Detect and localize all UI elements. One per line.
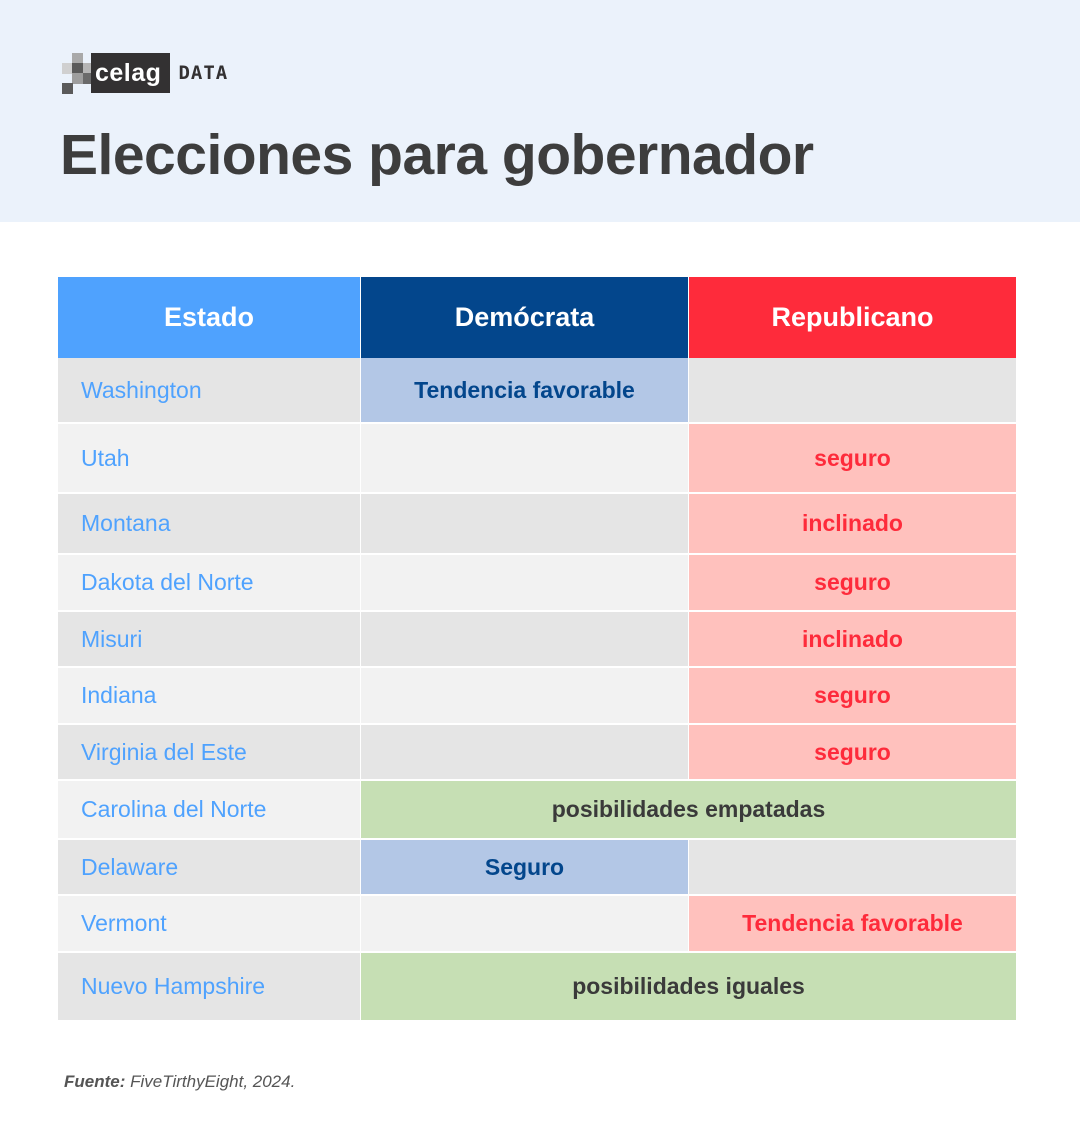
democrat-rating: Tendencia favorable bbox=[361, 358, 688, 422]
republican-empty bbox=[689, 840, 1016, 894]
table-header-row: Estado Demócrata Republicano bbox=[58, 277, 1016, 358]
header-democrata: Demócrata bbox=[361, 277, 688, 358]
table-row: Indiana seguro bbox=[58, 668, 1016, 723]
celag-data-logo: celag DATA bbox=[62, 53, 229, 94]
state-name: Dakota del Norte bbox=[58, 555, 360, 610]
source-label: Fuente: bbox=[64, 1072, 126, 1091]
republican-rating: seguro bbox=[689, 555, 1016, 610]
source-text: FiveTirthyEight, 2024. bbox=[125, 1072, 296, 1091]
republican-empty bbox=[689, 358, 1016, 422]
pixel-squares-icon bbox=[62, 53, 102, 94]
state-name: Washington bbox=[58, 358, 360, 422]
republican-rating: seguro bbox=[689, 725, 1016, 779]
democrat-empty bbox=[361, 668, 688, 723]
table-row: Montana inclinado bbox=[58, 494, 1016, 553]
state-name: Nuevo Hampshire bbox=[58, 953, 360, 1020]
table-row: Virginia del Este seguro bbox=[58, 725, 1016, 779]
table-body: Washington Tendencia favorable Utah seguro M… bbox=[58, 358, 1016, 1020]
tie-rating: posibilidades iguales bbox=[361, 953, 1016, 1020]
table-row: Delaware Seguro bbox=[58, 840, 1016, 894]
table-row: Vermont Tendencia favorable bbox=[58, 896, 1016, 951]
state-name: Utah bbox=[58, 424, 360, 492]
header-republicano: Republicano bbox=[689, 277, 1016, 358]
table-row: Misuri inclinado bbox=[58, 612, 1016, 666]
table-row: Utah seguro bbox=[58, 424, 1016, 492]
logo-wordmark: celag bbox=[91, 53, 171, 93]
table-row: Carolina del Norte posibilidades empatada… bbox=[58, 781, 1016, 838]
tie-rating: posibilidades empatadas bbox=[361, 781, 1016, 838]
state-name: Delaware bbox=[58, 840, 360, 894]
table-row: Washington Tendencia favorable bbox=[58, 358, 1016, 422]
democrat-empty bbox=[361, 555, 688, 610]
state-name: Carolina del Norte bbox=[58, 781, 360, 838]
header-estado: Estado bbox=[58, 277, 360, 358]
state-name: Virginia del Este bbox=[58, 725, 360, 779]
table-row: Nuevo Hampshire posibilidades iguales bbox=[58, 953, 1016, 1020]
democrat-empty bbox=[361, 424, 688, 492]
republican-rating: Tendencia favorable bbox=[689, 896, 1016, 951]
republican-rating: inclinado bbox=[689, 612, 1016, 666]
democrat-rating: Seguro bbox=[361, 840, 688, 894]
democrat-empty bbox=[361, 612, 688, 666]
republican-rating: inclinado bbox=[689, 494, 1016, 553]
governor-elections-table: Estado Demócrata Republicano Washington T… bbox=[58, 277, 1016, 1020]
state-name: Misuri bbox=[58, 612, 360, 666]
republican-rating: seguro bbox=[689, 424, 1016, 492]
logo-suffix: DATA bbox=[178, 62, 229, 84]
democrat-empty bbox=[361, 896, 688, 951]
democrat-empty bbox=[361, 725, 688, 779]
state-name: Vermont bbox=[58, 896, 360, 951]
republican-rating: seguro bbox=[689, 668, 1016, 723]
table-row: Dakota del Norte seguro bbox=[58, 555, 1016, 610]
state-name: Indiana bbox=[58, 668, 360, 723]
header-band bbox=[0, 0, 1080, 222]
source-note: Fuente: FiveTirthyEight, 2024. bbox=[64, 1072, 295, 1092]
page-title: Elecciones para gobernador bbox=[60, 123, 814, 187]
democrat-empty bbox=[361, 494, 688, 553]
state-name: Montana bbox=[58, 494, 360, 553]
